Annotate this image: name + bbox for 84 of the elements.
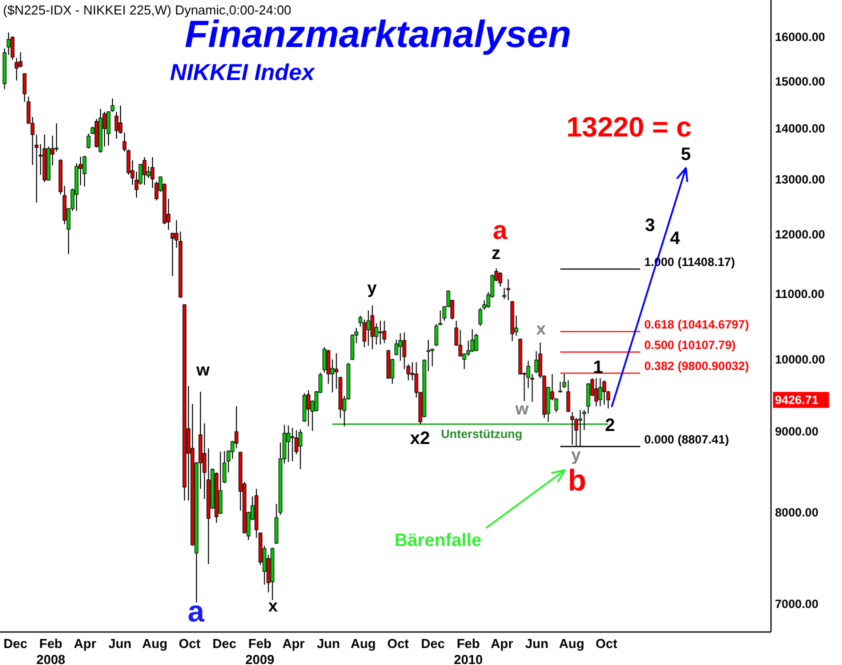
annotation: x — [536, 320, 546, 338]
candlestick — [378, 320, 382, 345]
x-tick-label: Oct — [387, 636, 410, 651]
annotation: 1 — [592, 357, 604, 377]
annotation: z — [492, 243, 500, 263]
annotation: ($N225-IDX - NIKKEI 225,W) Dynamic,0:00-24:00 — [3, 2, 292, 18]
x-tick-label: Feb 2009 — [245, 636, 274, 665]
annotation: 13220 = c — [566, 112, 692, 142]
candlestick — [474, 333, 478, 352]
candlestick — [562, 373, 566, 389]
candlestick — [434, 324, 438, 346]
y-tick-label: 14000.00 — [775, 122, 826, 136]
y-tick-label: 13000.00 — [775, 172, 826, 187]
y-tick-label: 10000.00 — [775, 352, 826, 366]
series-label: 0.500 (10107.79) — [644, 338, 736, 352]
x-tick-label: Dec — [420, 636, 445, 651]
y-tick-label: 15000.00 — [775, 74, 826, 88]
candlestick — [566, 380, 570, 413]
annotation: 3 — [644, 215, 656, 235]
x-tick-label: Feb 2010 — [454, 636, 483, 665]
candlestick — [478, 307, 482, 326]
x-tick-label: Aug — [559, 636, 584, 651]
x-tick-label: Apr — [282, 636, 305, 651]
y-tick-label: 7000.00 — [775, 597, 819, 612]
x-tick-label: Oct — [178, 636, 202, 651]
candlestick — [370, 304, 374, 350]
y-tick-label: 16000.00 — [775, 30, 826, 44]
x-tick-label: Dec — [3, 636, 28, 651]
x-tick-label: Jun — [108, 636, 132, 651]
series-label: 0.000 (8807.41) — [644, 432, 729, 447]
annotation: 2 — [604, 415, 616, 435]
series-label: 0.382 (9800.90032) — [644, 359, 749, 374]
candlestick — [82, 155, 86, 187]
annotation: Unterstützung — [441, 427, 522, 441]
x-tick-label: Apr — [490, 636, 514, 651]
y-tick-label: 11000.00 — [775, 287, 825, 302]
candlestick — [602, 380, 606, 406]
candlestick — [498, 271, 502, 288]
x-tick-label: Apr — [74, 636, 96, 651]
candlestick — [466, 340, 470, 356]
candlestick — [170, 232, 174, 277]
y-tick-label: 8000.00 — [775, 505, 819, 520]
x-tick-label: Aug — [350, 636, 376, 651]
y-tick-label: 9000.00 — [775, 424, 819, 439]
annotation: w — [514, 400, 530, 418]
series-label: 0.618 (10414.6797) — [644, 318, 749, 332]
candlestick — [398, 332, 402, 362]
candlestick — [298, 428, 302, 470]
annotation: y — [571, 446, 582, 464]
annotation: b — [568, 464, 586, 498]
x-tick-label: Dec — [212, 636, 236, 651]
annotation: a — [188, 596, 205, 628]
annotation: a — [492, 215, 508, 245]
candlestick — [366, 310, 370, 346]
x-tick-label: Feb 2008 — [36, 636, 66, 665]
candlestick — [382, 320, 386, 344]
x-tick-label: Aug — [142, 636, 168, 651]
candlestick — [594, 378, 598, 407]
annotation: w — [195, 360, 210, 380]
annotation: x — [268, 596, 278, 616]
annotation: y — [367, 278, 378, 298]
x-tick-label: Oct — [596, 636, 618, 651]
candlestick — [218, 451, 222, 515]
candlestick — [598, 378, 602, 407]
candlestick — [306, 390, 310, 427]
candlestick — [506, 278, 510, 301]
text: 9426.71 — [775, 392, 819, 407]
candlestick — [558, 381, 562, 393]
candlestick — [290, 427, 294, 462]
annotation: 5 — [680, 144, 691, 164]
candlestick — [502, 287, 506, 300]
candlestick — [322, 346, 326, 374]
x-tick-label: Jun — [316, 636, 340, 651]
candlestick — [142, 156, 146, 186]
y-tick-label: 12000.00 — [775, 227, 826, 242]
text: NIKKEI Index — [170, 59, 316, 85]
candlestick — [534, 350, 538, 374]
annotation: Bärenfalle — [394, 530, 482, 550]
annotation: 4 — [670, 228, 680, 248]
candlestick — [286, 425, 290, 463]
annotation: x2 — [410, 428, 430, 448]
candlestick — [470, 328, 474, 352]
x-tick-label: Jun — [525, 636, 548, 651]
candlestick — [10, 36, 14, 60]
